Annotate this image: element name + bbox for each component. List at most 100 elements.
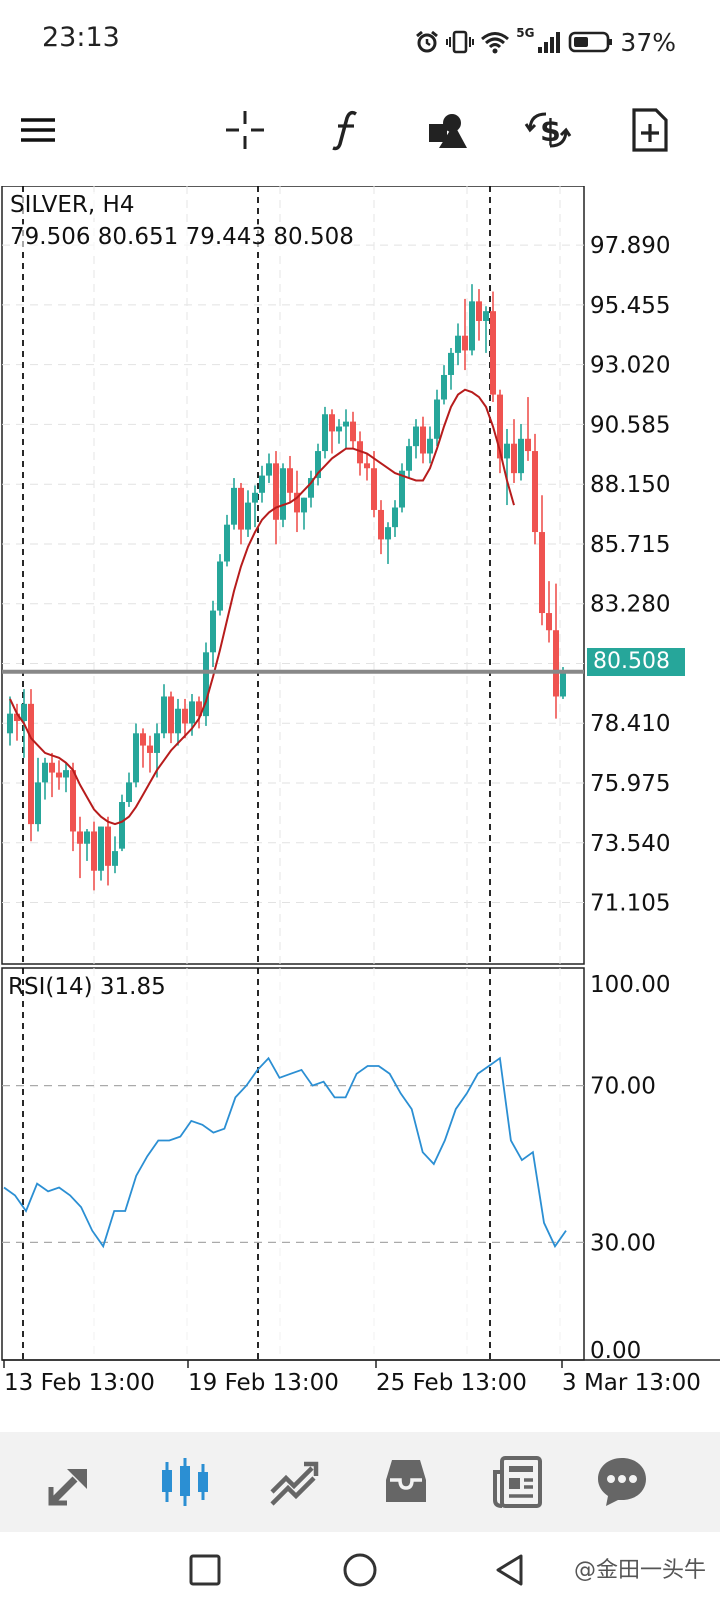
price-tick-label: 93.020 [590, 353, 670, 379]
candle-up [322, 414, 328, 452]
home-button[interactable] [336, 1546, 384, 1594]
rsi-tick-label: 100.00 [590, 972, 670, 998]
price-tick-label: 85.715 [590, 532, 670, 558]
candle-up [483, 311, 489, 321]
indicators-button[interactable] [318, 102, 374, 158]
candle-down [490, 311, 496, 395]
back-button[interactable] [486, 1546, 534, 1594]
watermark: @金田一头牛 [573, 1558, 706, 1583]
candle-up [35, 782, 41, 825]
candle-up [224, 524, 230, 562]
rsi-tick-label: 70.00 [590, 1074, 656, 1100]
candle-up [406, 446, 412, 471]
x-axis-label: 3 Mar 13:00 [562, 1370, 701, 1396]
candle-up [448, 352, 454, 375]
recents-icon [189, 1554, 221, 1586]
candle-down [476, 301, 482, 321]
x-axis-label: 19 Feb 13:00 [188, 1370, 339, 1396]
status-bar: 23:13 5G 37% [0, 0, 720, 86]
nav-chat[interactable] [590, 1450, 654, 1514]
rsi-tick-label: 30.00 [590, 1230, 656, 1256]
price-tick-label: 88.150 [590, 472, 670, 498]
nav-history[interactable] [374, 1450, 438, 1514]
svg-text:$: $ [540, 114, 561, 149]
battery-icon [569, 31, 613, 53]
candle-up [455, 335, 461, 353]
back-icon [496, 1554, 523, 1586]
price-tick-label: 95.455 [590, 293, 670, 319]
candle-up [560, 671, 566, 697]
nav-trade[interactable] [262, 1450, 326, 1514]
candle-up [392, 507, 398, 528]
moving-average-line [9, 388, 515, 826]
candle-down [357, 441, 363, 464]
chart-area[interactable]: 97.890 95.455 93.020 90.585 88.150 85.715 83.2… [0, 185, 720, 1410]
candle-up [175, 708, 181, 734]
symbol-swap-button[interactable]: $ [520, 102, 576, 158]
candle-up [133, 733, 139, 783]
trade-icon [270, 1461, 319, 1506]
candle-down [532, 451, 538, 533]
candle-down [147, 745, 153, 753]
candle-down [14, 713, 20, 722]
candle-down [329, 414, 335, 432]
candle-up [301, 497, 307, 513]
candle-down [420, 426, 426, 454]
recents-button[interactable] [181, 1546, 229, 1594]
candle-down [56, 772, 62, 778]
objects-icon [429, 114, 467, 148]
candle-up [154, 733, 160, 753]
candle-down [105, 826, 111, 866]
crosshair-button[interactable] [217, 102, 273, 158]
current-price-badge: 80.508 [587, 648, 685, 676]
candle-up [441, 374, 447, 400]
candle-down [462, 335, 468, 351]
chart-canvas[interactable]: 97.890 95.455 93.020 90.585 88.150 85.715 83.2… [0, 185, 720, 1410]
candle-down [539, 532, 545, 614]
symbol-label: SILVER, H4 [10, 192, 135, 218]
candle-up [385, 527, 391, 540]
home-icon [343, 1553, 377, 1587]
candle-down [28, 703, 34, 825]
price-tick-label: 83.280 [590, 592, 670, 618]
candle-down [49, 762, 55, 773]
x-axis-label: 25 Feb 13:00 [376, 1370, 527, 1396]
indicators-f-icon [332, 110, 357, 151]
candle-up [259, 475, 265, 493]
candle-up [119, 802, 125, 849]
candle-down [287, 468, 293, 493]
nav-quotes[interactable] [40, 1450, 104, 1514]
price-tick-label: 97.890 [590, 233, 670, 259]
candle-up [413, 426, 419, 447]
candle-up [112, 851, 118, 866]
candle-up [63, 770, 69, 778]
alarm-icon [416, 30, 439, 53]
menu-button[interactable] [10, 102, 66, 158]
candle-up [343, 421, 349, 427]
nav-news[interactable] [486, 1450, 550, 1514]
candle-up [399, 470, 405, 508]
candle-down [378, 509, 384, 540]
signal-icon [538, 32, 561, 53]
candle-up [231, 487, 237, 525]
candle-down [196, 701, 202, 717]
objects-button[interactable] [419, 102, 475, 158]
candle-up [504, 443, 510, 459]
candle-up [98, 826, 104, 871]
candle-up [427, 438, 433, 454]
wifi-icon [481, 32, 510, 54]
chart-toolbar: $ [0, 96, 720, 166]
candle-up [189, 701, 195, 724]
new-order-button[interactable] [622, 102, 678, 158]
candle-up [308, 478, 314, 498]
network-type: 5G [516, 26, 535, 40]
candle-down [273, 463, 279, 520]
candle-down [546, 613, 552, 631]
candle-up [161, 696, 167, 734]
battery-level: 37% [620, 27, 676, 57]
status-time: 23:13 [42, 22, 120, 53]
status-icons: 5G 37% [414, 22, 676, 62]
symbol-swap-icon: $ [524, 112, 572, 149]
candle-down [350, 421, 356, 442]
nav-chart[interactable] [153, 1450, 217, 1514]
